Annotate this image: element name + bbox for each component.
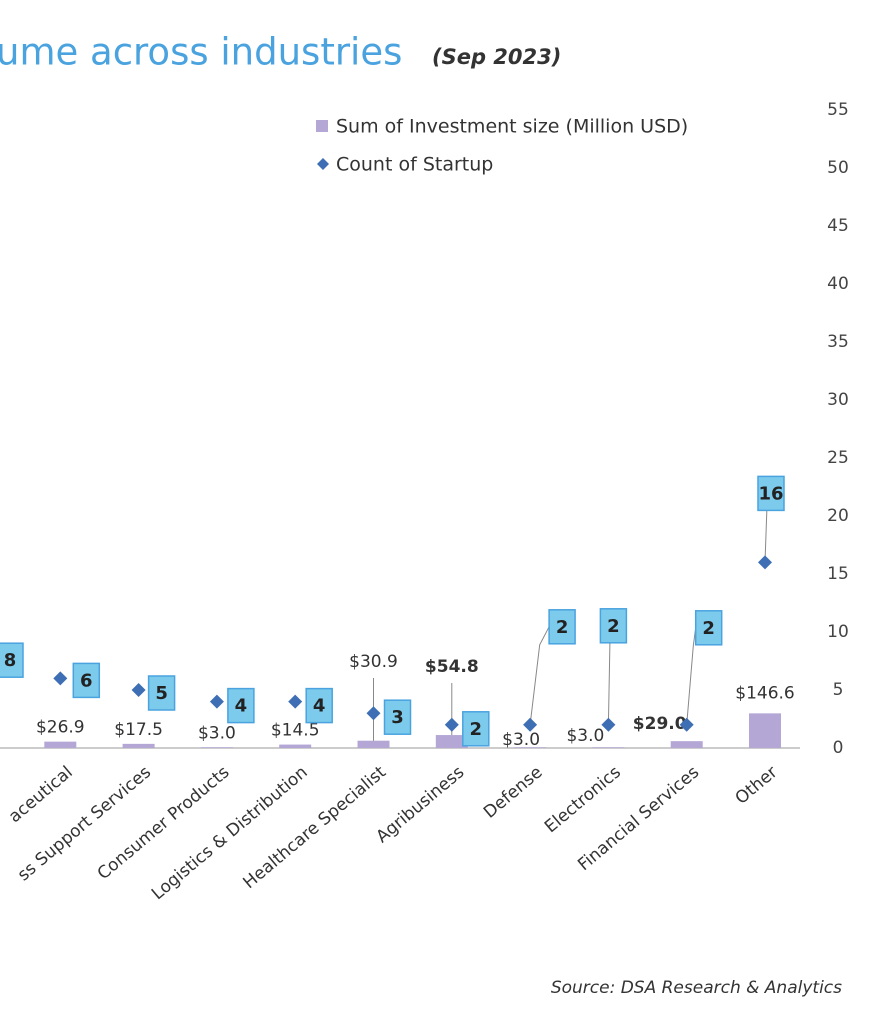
y2-tick-label: 10 bbox=[827, 622, 849, 642]
x-tick-label: ss Support Services bbox=[14, 762, 155, 885]
count-label: 2 bbox=[702, 618, 715, 639]
y2-tick-label: 0 bbox=[833, 738, 844, 758]
x-tick-label: Consumer Products bbox=[94, 762, 234, 884]
bar bbox=[514, 747, 547, 748]
y2-tick-label: 15 bbox=[827, 564, 849, 584]
bar bbox=[44, 741, 77, 748]
y2-tick-label: 50 bbox=[827, 158, 849, 178]
value-label: $29.0 bbox=[633, 714, 687, 734]
marker bbox=[366, 706, 381, 721]
y2-tick-label: 55 bbox=[827, 100, 849, 120]
x-tick-label: Other bbox=[732, 762, 782, 808]
bar bbox=[357, 740, 390, 748]
x-tick-label: Logistics & Distribution bbox=[148, 762, 312, 904]
count-label: 2 bbox=[470, 719, 483, 740]
count-label: 3 bbox=[391, 707, 404, 728]
x-tick-label: Healthcare Specialist bbox=[240, 762, 391, 893]
count-label: 2 bbox=[556, 617, 569, 638]
value-label: $3.0 bbox=[502, 730, 540, 750]
marker bbox=[601, 717, 616, 732]
value-label: $26.9 bbox=[36, 718, 85, 738]
y2-tick-label: 20 bbox=[827, 506, 849, 526]
y2-tick-label: 45 bbox=[827, 216, 849, 236]
marker bbox=[523, 717, 538, 732]
legend-label: Count of Startup bbox=[336, 154, 493, 176]
legend-swatch bbox=[317, 158, 329, 170]
source: Source: DSA Research & Analytics bbox=[551, 978, 842, 998]
label-box bbox=[599, 608, 628, 644]
bar bbox=[122, 743, 155, 748]
y2-tick-label: 5 bbox=[833, 680, 844, 700]
label-box bbox=[462, 711, 490, 747]
bar bbox=[279, 744, 312, 748]
value-label: $146.6 bbox=[735, 683, 794, 703]
count-label: 4 bbox=[235, 696, 248, 717]
bar bbox=[592, 747, 625, 748]
label-box bbox=[757, 475, 785, 512]
count-label: 5 bbox=[155, 683, 168, 704]
count-label: 2 bbox=[607, 616, 620, 637]
bar bbox=[200, 747, 233, 748]
count-label: 8 bbox=[4, 650, 17, 671]
count-label: 6 bbox=[80, 670, 93, 691]
label-box bbox=[147, 675, 176, 711]
legend-label: Sum of Investment size (Million USD) bbox=[336, 116, 688, 138]
count-label: 16 bbox=[758, 483, 783, 504]
chart-subtitle: (Sep 2023) bbox=[432, 45, 561, 69]
label-box bbox=[694, 610, 723, 646]
value-label: $3.0 bbox=[566, 726, 604, 746]
label-box bbox=[72, 662, 101, 699]
bar bbox=[670, 741, 703, 748]
label-box bbox=[383, 699, 412, 735]
x-tick-label: aceutical bbox=[5, 762, 77, 827]
bar bbox=[749, 713, 781, 748]
leader-line bbox=[686, 627, 697, 725]
marker bbox=[679, 717, 694, 732]
value-label: $17.5 bbox=[114, 720, 163, 740]
y2-tick-label: 40 bbox=[827, 274, 849, 294]
y2-tick-label: 30 bbox=[827, 390, 849, 410]
label-box bbox=[0, 642, 24, 678]
value-label: $3.0 bbox=[198, 723, 236, 743]
marker bbox=[209, 694, 224, 709]
y2-tick-label: 25 bbox=[827, 448, 849, 468]
count-label: 4 bbox=[313, 696, 326, 717]
marker bbox=[131, 683, 146, 697]
value-label: $14.5 bbox=[271, 721, 320, 741]
bar bbox=[435, 735, 468, 748]
label-box bbox=[548, 609, 576, 645]
label-box bbox=[227, 687, 255, 724]
leader-line bbox=[529, 626, 550, 725]
chart-title: ume across industries bbox=[0, 31, 402, 74]
legend-swatch bbox=[316, 120, 328, 132]
value-label: $30.9 bbox=[349, 652, 398, 672]
marker bbox=[53, 671, 68, 686]
value-label: $54.8 bbox=[425, 657, 479, 677]
y2-tick-label: 35 bbox=[827, 332, 849, 352]
label-box bbox=[305, 687, 333, 724]
marker bbox=[758, 555, 772, 570]
x-tick-label: Electronics bbox=[541, 762, 625, 837]
x-tick-label: Defense bbox=[480, 762, 547, 822]
marker bbox=[288, 694, 303, 709]
marker bbox=[444, 717, 459, 732]
